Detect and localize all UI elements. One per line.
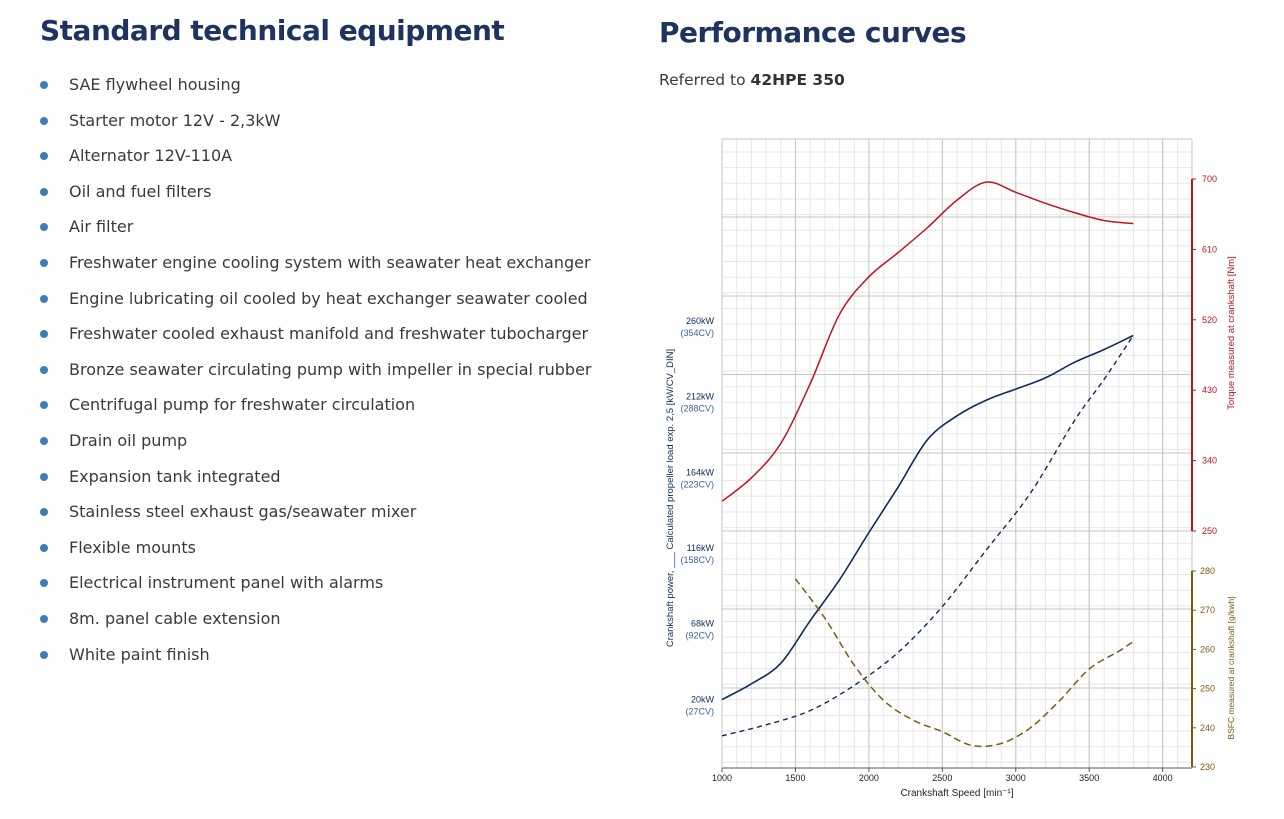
power-tick-cv: (354CV) <box>680 328 714 338</box>
power-curve <box>721 334 1134 701</box>
bullet-icon <box>40 436 48 445</box>
bsfc-axis-label: BSFC measured at crankshaft [g/kwh] <box>1226 596 1236 739</box>
power-tick-cv: (223CV) <box>680 479 714 489</box>
x-axis-label: Crankshaft Speed [min⁻¹] <box>900 788 1013 799</box>
bullet-icon <box>40 81 48 89</box>
equipment-title: Standard technical equipment <box>40 14 505 47</box>
bullet-icon <box>40 650 48 659</box>
equipment-item: 8m. panel cable extension <box>40 607 640 643</box>
equipment-section: Standard technical equipment SAE flywhee… <box>40 14 640 678</box>
equipment-item: White paint finish <box>40 643 640 679</box>
propeller-load-curve <box>721 335 1134 737</box>
power-tick-cv: (92CV) <box>685 631 714 641</box>
performance-title: Performance curves <box>659 16 967 49</box>
bullet-icon <box>40 614 48 623</box>
torque-axis-label: Torque measured at crankshaft [Nm] <box>1226 256 1237 410</box>
torque-tick-label: 250 <box>1202 526 1217 536</box>
power-tick-cv: (27CV) <box>685 706 714 716</box>
model-name: 42HPE 350 <box>750 71 845 89</box>
bsfc-tick-label: 250 <box>1200 684 1215 694</box>
bsfc-tick-label: 240 <box>1200 723 1215 733</box>
x-tick-label: 3500 <box>1079 773 1099 783</box>
power-tick-kw: 164kW <box>686 467 715 477</box>
x-tick-label: 2500 <box>932 773 952 783</box>
power-tick-cv: (288CV) <box>680 404 714 414</box>
equipment-item-label: Stainless steel exhaust gas/seawater mix… <box>69 502 417 522</box>
equipment-item-label: Expansion tank integrated <box>69 466 281 486</box>
equipment-item-label: 8m. panel cable extension <box>69 608 281 628</box>
bullet-icon <box>40 116 48 125</box>
x-tick-label: 4000 <box>1153 773 1173 783</box>
x-tick-label: 3000 <box>1006 773 1026 783</box>
equipment-item: Freshwater engine cooling system with se… <box>40 251 640 287</box>
equipment-item: Engine lubricating oil cooled by heat ex… <box>40 287 640 323</box>
equipment-item-label: Drain oil pump <box>69 430 188 450</box>
torque-tick-label: 430 <box>1202 385 1217 395</box>
performance-chart: 1000 1500 2000 2500 3000 3500 4000 Crankshaft S… <box>665 138 1237 799</box>
bsfc-curve <box>794 578 1134 748</box>
referred-to-text: Referred to 42HPE 350 <box>659 71 1259 89</box>
equipment-item: Air filter <box>40 215 640 251</box>
equipment-item-label: SAE flywheel housing <box>69 75 241 94</box>
equipment-item: Expansion tank integrated <box>40 465 640 501</box>
equipment-item: Flexible mounts <box>40 536 640 572</box>
power-tick-kw: 116kW <box>687 543 715 553</box>
bsfc-tick-label: 260 <box>1200 644 1215 654</box>
bullet-icon <box>40 579 48 588</box>
equipment-item-label: Freshwater cooled exhaust manifold and f… <box>69 324 589 344</box>
power-tick-kw: 212kW <box>686 392 715 402</box>
torque-tick-label: 610 <box>1202 244 1217 254</box>
x-tick-label: 1000 <box>712 773 732 783</box>
referred-prefix: Referred to <box>659 71 746 89</box>
equipment-item-label: Air filter <box>69 217 134 237</box>
equipment-item: SAE flywheel housing <box>40 73 640 109</box>
equipment-item: Oil and fuel filters <box>40 180 640 216</box>
equipment-item: Centrifugal pump for freshwater circulat… <box>40 393 640 429</box>
equipment-item-label: White paint finish <box>69 644 210 664</box>
x-tick-label: 1500 <box>785 773 805 783</box>
equipment-list: SAE flywheel housing Starter motor 12V - … <box>40 73 640 678</box>
equipment-item-label: Bronze seawater circulating pump with im… <box>69 359 592 379</box>
bullet-icon <box>40 223 48 232</box>
bullet-icon <box>40 401 48 410</box>
equipment-item: Freshwater cooled exhaust manifold and f… <box>40 322 640 358</box>
equipment-item-label: Alternator 12V-110A <box>69 146 233 166</box>
bullet-icon <box>40 294 48 303</box>
bsfc-tick-label: 230 <box>1200 762 1215 772</box>
bullet-icon <box>40 330 48 339</box>
power-tick-kw: 68kW <box>691 619 715 629</box>
bullet-icon <box>40 543 48 552</box>
torque-tick-label: 520 <box>1202 315 1217 325</box>
equipment-item-label: Electrical instrument panel with alarms <box>69 573 384 593</box>
bullet-icon <box>40 508 48 517</box>
power-axis-label: Crankshaft power, ___ Calculated propell… <box>665 349 676 647</box>
bullet-icon <box>40 152 48 161</box>
torque-tick-label: 340 <box>1202 456 1217 466</box>
equipment-item-label: Flexible mounts <box>69 537 196 557</box>
equipment-item: Stainless steel exhaust gas/seawater mix… <box>40 500 640 536</box>
equipment-item: Alternator 12V-110A <box>40 144 640 180</box>
bullet-icon <box>40 472 48 481</box>
equipment-item-label: Starter motor 12V - 2,3kW <box>69 110 281 130</box>
torque-tick-label: 700 <box>1202 174 1217 184</box>
equipment-item: Drain oil pump <box>40 429 640 465</box>
equipment-item: Bronze seawater circulating pump with im… <box>40 358 640 394</box>
power-tick-kw: 20kW <box>691 694 715 704</box>
bsfc-tick-label: 280 <box>1200 566 1215 576</box>
equipment-item: Starter motor 12V - 2,3kW <box>40 109 640 145</box>
power-tick-kw: 260kW <box>686 316 715 326</box>
equipment-item-label: Engine lubricating oil cooled by heat ex… <box>69 288 588 308</box>
equipment-item-label: Centrifugal pump for freshwater circulat… <box>69 395 416 415</box>
equipment-item: Electrical instrument panel with alarms <box>40 571 640 607</box>
torque-curve <box>721 181 1134 502</box>
performance-section: Performance curves Referred to 42HPE 350 <box>659 16 1259 89</box>
power-tick-cv: (158CV) <box>680 555 714 565</box>
bullet-icon <box>40 258 48 267</box>
equipment-item-label: Freshwater engine cooling system with se… <box>69 252 591 272</box>
bullet-icon <box>40 365 48 374</box>
bsfc-tick-label: 270 <box>1200 605 1215 615</box>
bullet-icon <box>40 187 48 196</box>
x-tick-label: 2000 <box>859 773 879 783</box>
equipment-item-label: Oil and fuel filters <box>69 181 212 201</box>
